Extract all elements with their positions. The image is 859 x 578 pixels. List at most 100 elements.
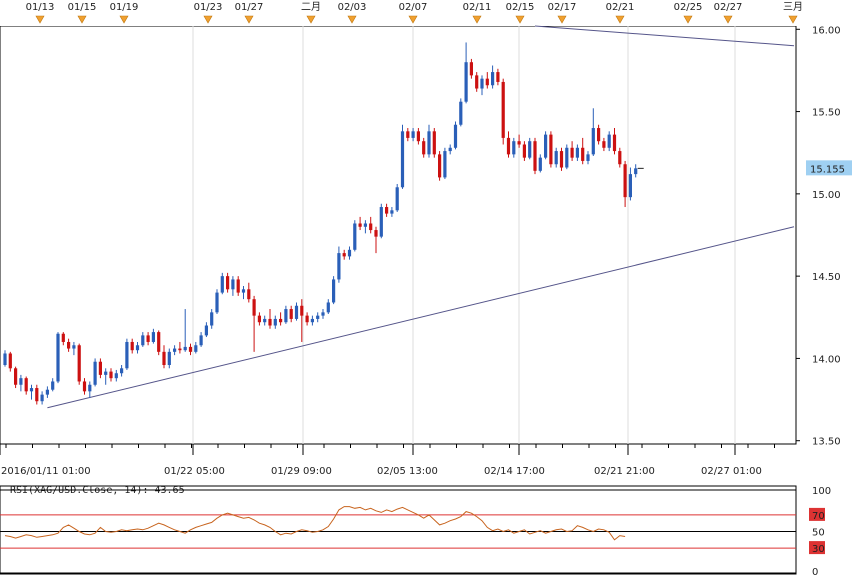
top-date-label: 01/19: [110, 2, 139, 13]
price-tick-label: 13.50: [812, 437, 841, 448]
candle-body: [279, 318, 283, 323]
date-marker-icon: [557, 15, 567, 24]
candle: [607, 131, 611, 152]
trendline: [534, 25, 795, 47]
candle-body: [395, 187, 399, 211]
candle: [342, 249, 346, 260]
candle: [390, 207, 394, 217]
rsi-tick-label: 100: [812, 486, 831, 497]
candle: [273, 315, 277, 329]
candle-body: [257, 315, 261, 323]
candle: [623, 160, 627, 208]
candle-body: [316, 315, 320, 319]
candle: [141, 332, 145, 347]
candle-body: [448, 147, 452, 152]
candle-body: [512, 141, 516, 155]
candle: [634, 164, 638, 178]
candle-body: [390, 210, 394, 214]
candle-body: [544, 134, 548, 158]
price-panel: [0, 25, 797, 445]
candle-body: [294, 305, 299, 319]
candle: [517, 134, 521, 148]
candle-body: [51, 381, 55, 390]
candle: [3, 350, 7, 367]
candle-body: [77, 345, 81, 382]
time-axis: 2016/01/11 01:00 01/22 05:00 01/29 09:00 02…: [0, 444, 775, 477]
candle-body: [453, 124, 458, 148]
candle-body: [469, 62, 473, 76]
candle: [443, 147, 447, 180]
trendlines: [47, 25, 795, 409]
candle: [501, 78, 505, 145]
candle-body: [559, 151, 564, 168]
candle-body: [491, 72, 495, 86]
candle: [353, 220, 357, 252]
top-date-label: 02/27: [714, 2, 743, 13]
time-tick-label: 02/27 01:00: [701, 466, 762, 477]
candle: [157, 330, 161, 356]
candle: [146, 332, 150, 346]
rsi-series-path: [4, 506, 626, 541]
candle-body: [183, 346, 187, 351]
price-tick-label: 16.00: [812, 25, 841, 36]
candle-body: [586, 154, 590, 161]
candle-body: [358, 223, 362, 227]
candle: [379, 203, 383, 239]
candle-body: [612, 134, 617, 152]
candle: [67, 338, 71, 352]
candle: [120, 365, 124, 377]
candle: [522, 141, 526, 161]
candle: [173, 345, 177, 356]
candle: [416, 128, 420, 145]
candle-body: [19, 378, 23, 385]
date-marker-icon: [788, 15, 798, 24]
candle-body: [194, 345, 198, 352]
candle-body: [178, 348, 182, 351]
top-date-label: 二月: [301, 1, 321, 13]
candle: [294, 302, 299, 321]
candle-body: [135, 345, 140, 351]
candle-body: [347, 249, 352, 257]
candle: [236, 276, 240, 296]
candle-body: [82, 381, 87, 392]
candle-body: [549, 134, 553, 165]
vertical-gridlines: [192, 26, 736, 444]
candle-body: [231, 279, 235, 290]
candle: [77, 343, 81, 385]
time-tick-label: 01/22 05:00: [164, 466, 225, 477]
candle: [581, 137, 585, 165]
candle: [8, 351, 12, 372]
candle-body: [29, 388, 34, 392]
candle: [570, 141, 574, 161]
candle: [241, 286, 246, 300]
candle-body: [337, 253, 341, 280]
candle: [438, 151, 442, 181]
price-axis: 16.00 15.50 15.00 14.50 14.00 13.50: [796, 25, 841, 448]
candle: [337, 246, 341, 283]
candle-body: [300, 305, 304, 316]
candle-body: [98, 361, 102, 375]
candle-body: [61, 333, 65, 342]
rsi-level-badge: [809, 507, 825, 521]
candle: [162, 345, 166, 369]
candle: [385, 203, 389, 217]
candle-body: [634, 168, 638, 175]
candle: [98, 358, 102, 379]
date-marker-icon: [408, 15, 418, 24]
top-date-label: 01/13: [26, 2, 55, 13]
candle-body: [173, 348, 177, 352]
candle: [263, 315, 267, 326]
candle: [453, 121, 458, 150]
candle-body: [369, 223, 373, 231]
candle-body: [263, 318, 267, 323]
rsi-tick-label: 50: [812, 528, 825, 539]
candle-body: [3, 353, 7, 366]
candle: [125, 338, 129, 370]
candle: [586, 151, 590, 165]
date-marker-icon: [306, 15, 316, 24]
rsi-level-badge: [809, 541, 825, 555]
top-date-label: 02/17: [548, 2, 577, 13]
candle: [528, 137, 532, 160]
candle: [178, 341, 182, 354]
candle: [19, 374, 23, 392]
